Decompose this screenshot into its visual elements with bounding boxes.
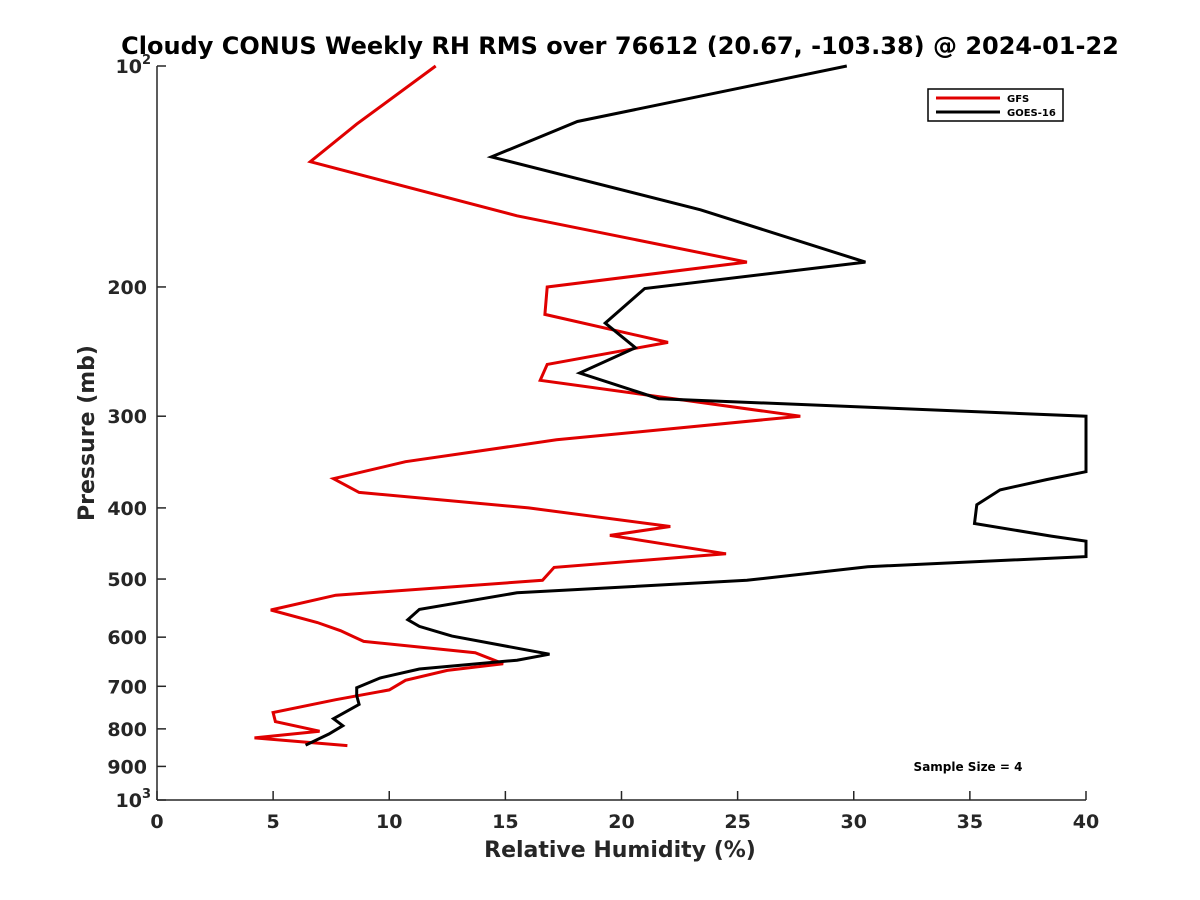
legend-label: GOES-16 bbox=[1007, 108, 1056, 119]
sample-size-annotation: Sample Size = 4 bbox=[914, 760, 1023, 774]
series-line-goes-16 bbox=[304, 64, 1088, 747]
y-tick-label: 600 bbox=[107, 627, 147, 649]
series-line-gfs bbox=[254, 64, 801, 748]
x-tick-label: 30 bbox=[841, 811, 867, 833]
y-tick-label: 103 bbox=[116, 787, 152, 812]
x-tick-label: 15 bbox=[492, 811, 518, 833]
x-tick-label: 10 bbox=[376, 811, 402, 833]
x-axis: 0 5 10 15 20 25 30 35 40 bbox=[150, 791, 1099, 833]
plot-area bbox=[156, 64, 1088, 801]
legend-box bbox=[927, 88, 1064, 122]
x-tick-label: 0 bbox=[150, 811, 163, 833]
x-tick-label: 20 bbox=[608, 811, 634, 833]
y-tick-label: 800 bbox=[107, 719, 147, 741]
y-tick-label: 102 bbox=[116, 53, 152, 78]
legend-label: GFS bbox=[1007, 94, 1029, 105]
x-axis-label: Relative Humidity (%) bbox=[484, 838, 756, 863]
y-tick-label: 300 bbox=[107, 406, 147, 428]
x-tick-label: 5 bbox=[267, 811, 280, 833]
y-axis: 102 200 300 400 500 600 700 800 900 103 bbox=[107, 53, 166, 812]
y-axis-label: Pressure (mb) bbox=[75, 345, 100, 521]
y-tick-label: 200 bbox=[107, 277, 147, 299]
x-tick-label: 25 bbox=[724, 811, 750, 833]
y-tick-label: 400 bbox=[107, 498, 147, 520]
x-tick-label: 35 bbox=[957, 811, 983, 833]
y-tick-label: 500 bbox=[107, 569, 147, 591]
chart-title: Cloudy CONUS Weekly RH RMS over 76612 (2… bbox=[121, 32, 1119, 60]
x-tick-label: 40 bbox=[1073, 811, 1099, 833]
y-tick-label: 900 bbox=[107, 756, 147, 778]
legend: GFS GOES-16 bbox=[927, 88, 1064, 122]
y-tick-label: 700 bbox=[107, 676, 147, 698]
